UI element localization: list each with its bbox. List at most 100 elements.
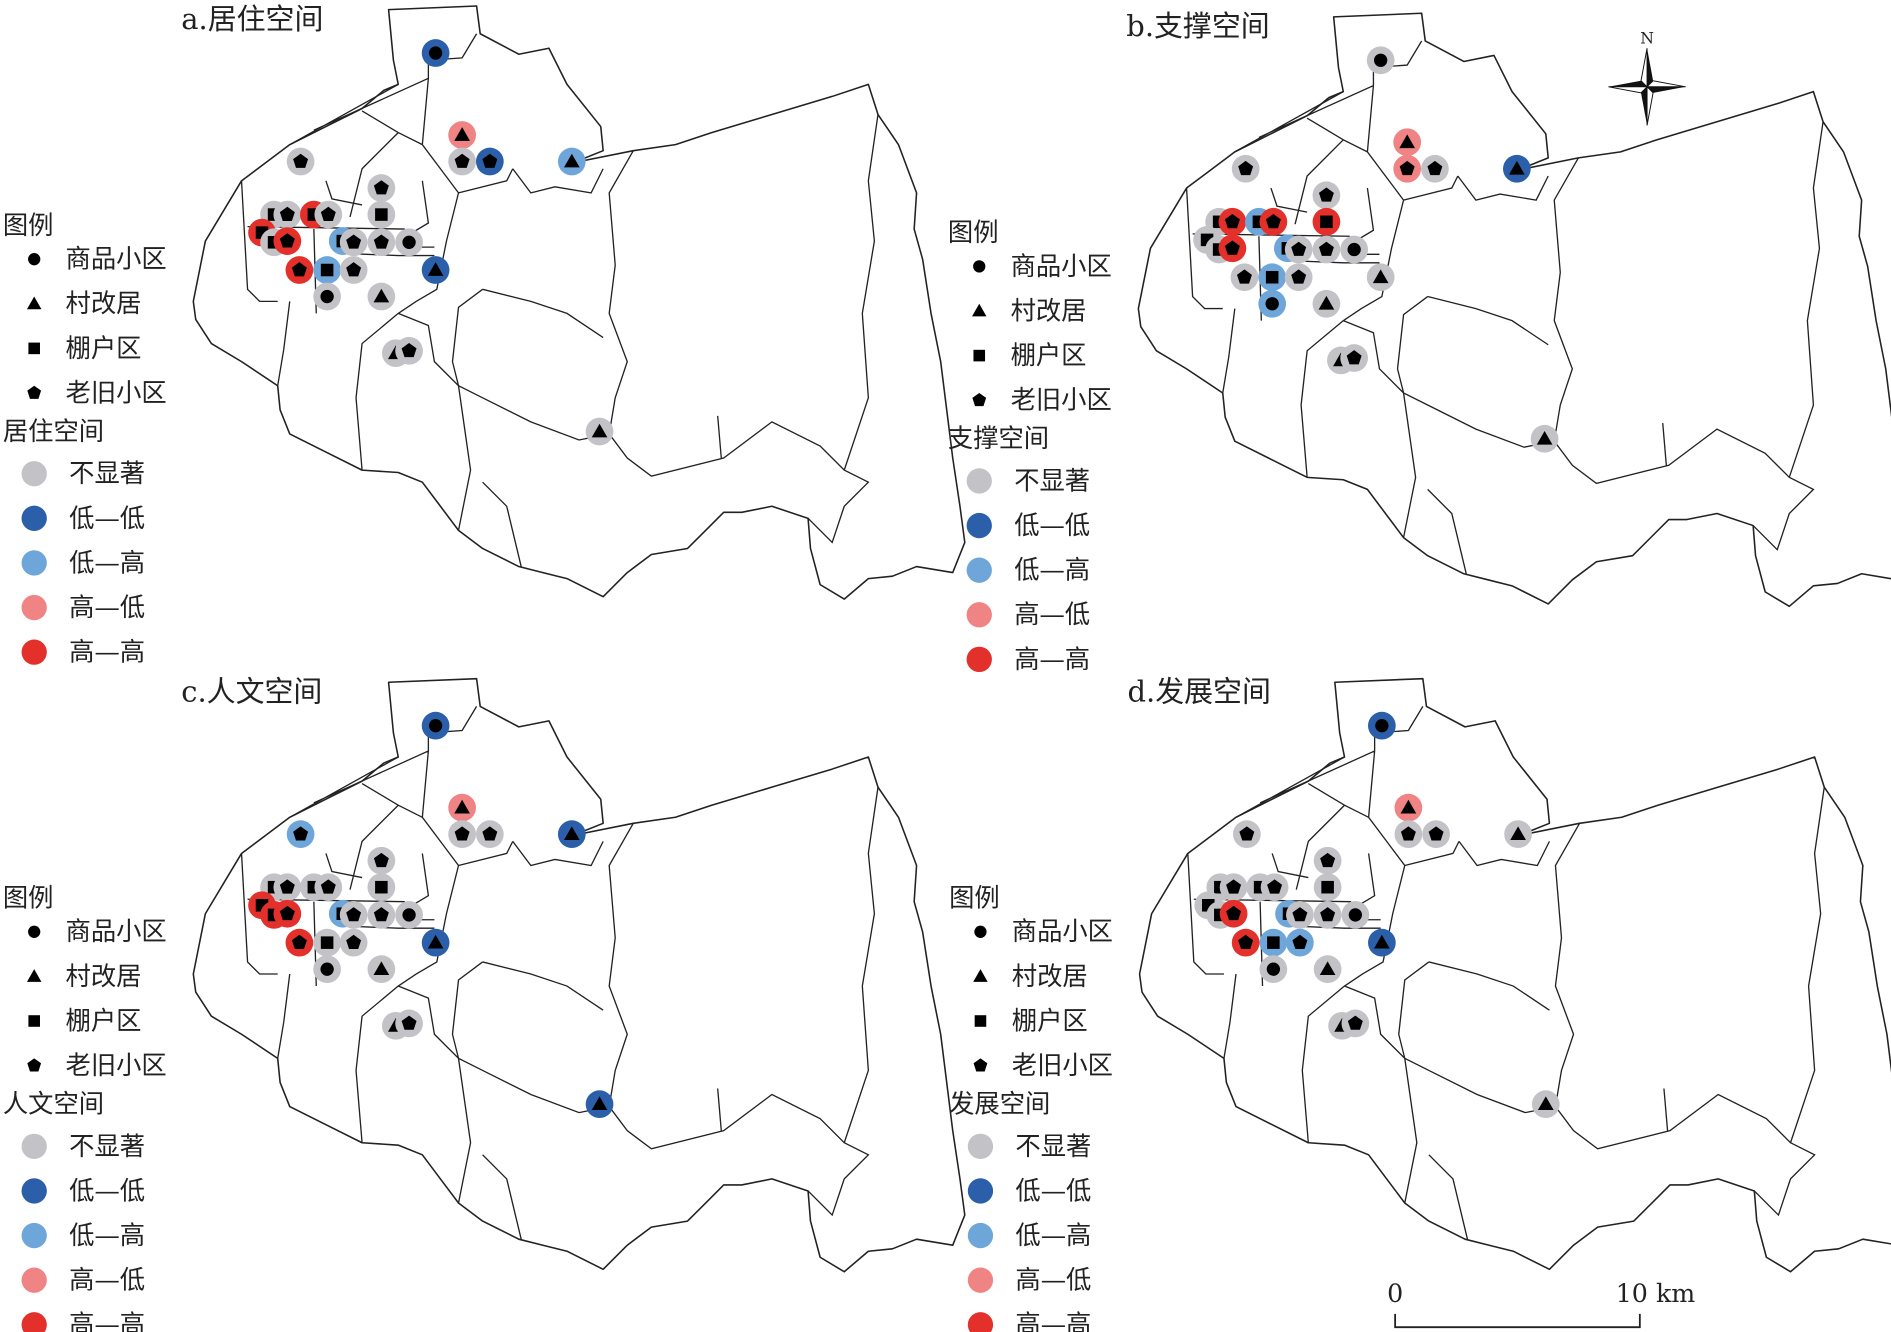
site-marker <box>1312 207 1341 236</box>
circle-icon <box>428 719 443 733</box>
site-marker <box>1231 154 1260 183</box>
site-marker <box>1422 820 1450 849</box>
site-marker <box>314 873 343 902</box>
site-marker <box>1393 128 1422 157</box>
site-marker <box>1230 263 1259 292</box>
legend-heading: 人文空间 <box>3 1090 104 1119</box>
pentagon-icon <box>1224 240 1240 255</box>
pentagon-icon <box>291 262 307 277</box>
site-marker <box>285 928 314 957</box>
site-marker <box>1219 873 1248 902</box>
pentagon-icon <box>1347 1015 1363 1030</box>
legend-type-label: 老旧小区 <box>1012 1051 1113 1080</box>
site-marker <box>367 901 396 929</box>
legend-class-label: 不显著 <box>69 1132 145 1161</box>
legend-swatch-LL <box>967 1178 994 1204</box>
legend-swatch-LH <box>966 557 992 583</box>
legend-type-label: 棚户区 <box>1011 341 1087 370</box>
district-boundaries <box>192 5 966 600</box>
site-marker <box>367 282 396 311</box>
site-marker <box>557 820 586 849</box>
site-marker <box>1341 1009 1370 1038</box>
site-markers <box>248 711 614 1119</box>
site-marker <box>313 928 341 957</box>
site-marker <box>1340 235 1369 264</box>
scale-start-label: 0 <box>1387 1279 1403 1308</box>
legend-type-label: 村改居 <box>1011 296 1087 325</box>
triangle-icon <box>1510 826 1526 841</box>
north-arrow: N <box>1608 28 1686 126</box>
pentagon-icon <box>1318 241 1334 256</box>
legend-class-label: 不显著 <box>69 459 145 488</box>
pentagon-icon <box>1399 160 1415 176</box>
legend-swatch-HH <box>967 1312 994 1332</box>
legend-title: 图例 <box>3 883 54 912</box>
pentagon-icon <box>973 1058 988 1072</box>
circle-icon <box>1266 962 1281 976</box>
pentagon-icon <box>373 852 389 868</box>
legend-heading: 支撑空间 <box>948 424 1049 453</box>
legend-class-label: 高—高 <box>1015 1310 1091 1332</box>
site-marker <box>285 256 314 284</box>
pentagon-icon <box>279 233 295 248</box>
site-marker <box>339 228 368 257</box>
legend-swatch-LH <box>967 1222 994 1249</box>
triangle-icon <box>591 423 608 438</box>
pentagon-icon <box>373 234 389 249</box>
triangle-icon <box>1318 295 1335 310</box>
legend-swatch-HH <box>966 646 992 673</box>
site-marker <box>367 228 396 257</box>
site-marker <box>273 873 302 902</box>
pentagon-icon <box>1265 213 1281 229</box>
panel-title: c.人文空间 <box>181 675 322 709</box>
legend-type-label: 商品小区 <box>1011 252 1112 281</box>
map-panel-d: d.发展空间图例商品小区村改居棚户区老旧小区发展空间不显著低—低低—高高—低高—… <box>949 675 1891 1332</box>
pentagon-icon <box>1267 879 1283 894</box>
square-icon <box>375 880 388 894</box>
site-marker <box>1313 846 1342 875</box>
legend-type-label: 村改居 <box>66 962 142 991</box>
circle-icon <box>1375 719 1389 733</box>
pentagon-icon <box>346 262 362 277</box>
triangle-icon <box>26 969 42 982</box>
site-marker <box>448 820 476 849</box>
circle-icon <box>1374 53 1388 67</box>
legend-swatch-NS <box>21 1133 47 1160</box>
legend-type-label: 棚户区 <box>1012 1006 1088 1035</box>
site-marker <box>421 711 450 740</box>
pentagon-icon <box>1320 852 1336 868</box>
pentagon-icon <box>1292 907 1308 922</box>
site-marker <box>367 846 396 875</box>
square-icon <box>320 936 334 949</box>
site-marker <box>448 793 476 822</box>
circle-icon <box>28 925 41 938</box>
pentagon-icon <box>1346 350 1362 365</box>
pentagon-icon <box>1239 826 1255 841</box>
triangle-icon <box>1319 961 1336 976</box>
site-marker <box>1503 154 1531 183</box>
triangle-icon <box>1399 134 1416 149</box>
square-icon <box>375 208 388 221</box>
site-markers <box>1194 711 1560 1119</box>
pentagon-icon <box>482 826 498 841</box>
site-marker <box>1218 207 1247 236</box>
site-marker <box>339 901 368 929</box>
triangle-icon <box>591 1096 608 1111</box>
legend-type-label: 老旧小区 <box>66 1051 167 1080</box>
circle-icon <box>974 925 987 938</box>
site-marker <box>1313 955 1342 984</box>
legend-class-label: 高—高 <box>69 1310 145 1332</box>
site-marker <box>1219 899 1248 928</box>
pentagon-icon <box>293 153 309 168</box>
pentagon-icon <box>1224 213 1240 229</box>
legend-swatch-HH <box>21 639 47 665</box>
square-icon <box>1267 936 1280 949</box>
pentagon-icon <box>373 907 389 922</box>
site-marker <box>313 256 341 284</box>
site-marker <box>421 928 450 957</box>
site-marker <box>1259 928 1288 957</box>
legend-class-label: 低—低 <box>69 1176 145 1205</box>
